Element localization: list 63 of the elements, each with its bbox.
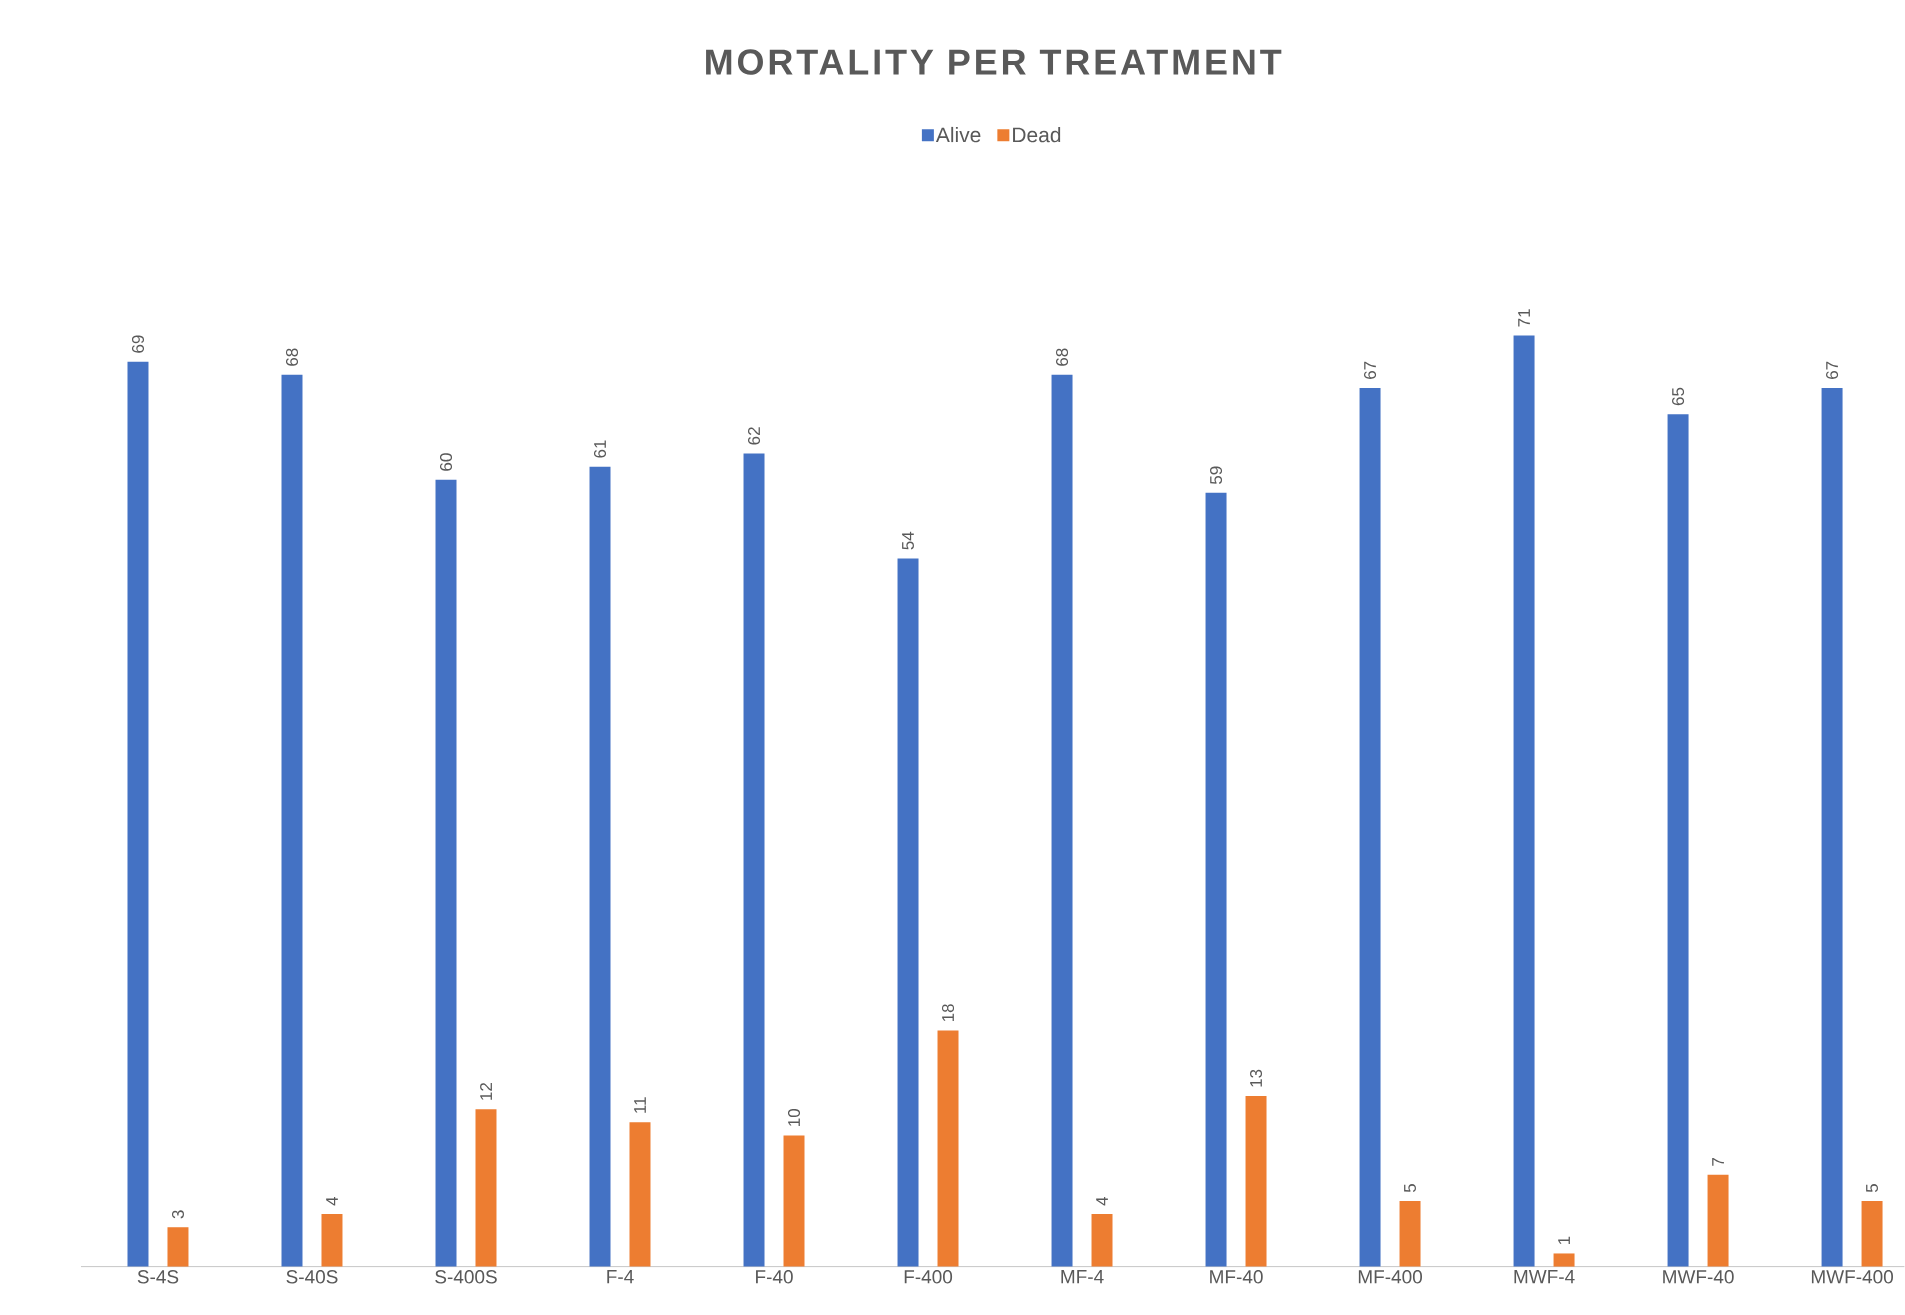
x-tick-label: MF-400 xyxy=(1358,1270,1423,1284)
bar xyxy=(1359,388,1381,1267)
bar xyxy=(1091,1214,1113,1267)
bar xyxy=(1861,1201,1883,1267)
bar xyxy=(743,453,765,1267)
x-tick-label: MWF-4 xyxy=(1514,1270,1575,1284)
data-label: 71 xyxy=(1518,309,1530,327)
data-label: 65 xyxy=(1672,388,1685,406)
bar xyxy=(1051,375,1073,1267)
data-label: 4 xyxy=(326,1197,338,1206)
data-label: 3 xyxy=(171,1210,184,1219)
bar xyxy=(1205,493,1227,1267)
x-tick-label: F-4 xyxy=(607,1270,634,1284)
data-label: 59 xyxy=(1210,466,1223,485)
bar xyxy=(629,1122,651,1267)
x-tick-label: S-40S xyxy=(286,1270,338,1284)
data-label: 13 xyxy=(1250,1069,1263,1087)
bar xyxy=(589,466,611,1267)
data-label: 54 xyxy=(902,532,914,550)
data-label: 67 xyxy=(1364,361,1377,380)
data-label: 10 xyxy=(787,1109,801,1127)
bar xyxy=(1821,388,1843,1267)
chart-title: MORTALITY PER TREATMENT xyxy=(706,49,1282,75)
x-tick-label: F-40 xyxy=(756,1270,793,1284)
bar xyxy=(127,361,149,1267)
data-label: 69 xyxy=(131,335,145,353)
bar xyxy=(897,558,919,1267)
bar xyxy=(1399,1201,1421,1267)
data-label: 7 xyxy=(1712,1158,1724,1166)
legend-label: Alive xyxy=(935,127,981,143)
data-label: 1 xyxy=(1558,1236,1570,1245)
x-tick-label: F-400 xyxy=(904,1270,953,1284)
bar xyxy=(783,1135,805,1267)
data-label: 5 xyxy=(1404,1184,1416,1193)
data-label: 68 xyxy=(1056,348,1069,367)
bar xyxy=(1553,1253,1575,1267)
x-tick-label: MF-40 xyxy=(1210,1270,1263,1284)
bar xyxy=(435,479,457,1267)
data-label: 68 xyxy=(285,348,299,367)
data-label: 5 xyxy=(1866,1184,1878,1193)
x-tick-label: S-4S xyxy=(137,1270,179,1284)
x-tick-label: MWF-400 xyxy=(1811,1270,1893,1284)
bar xyxy=(1245,1096,1267,1267)
data-label: 18 xyxy=(941,1004,955,1022)
bar xyxy=(937,1030,959,1267)
x-tick-label: S-400S xyxy=(435,1270,497,1284)
data-label: 60 xyxy=(439,453,453,471)
data-label: 61 xyxy=(593,440,607,458)
bar xyxy=(321,1214,343,1267)
data-label: 67 xyxy=(1826,361,1839,380)
bar xyxy=(475,1109,497,1267)
data-label: 4 xyxy=(1096,1197,1108,1206)
data-label: 12 xyxy=(480,1083,492,1100)
bar xyxy=(1667,414,1689,1267)
bar xyxy=(167,1227,189,1267)
data-label: 11 xyxy=(634,1097,646,1114)
bar xyxy=(1513,335,1535,1267)
data-label: 62 xyxy=(748,427,761,445)
x-tick-label: MF-4 xyxy=(1061,1270,1104,1284)
bar xyxy=(281,375,303,1267)
legend-label: Dead xyxy=(1013,127,1061,143)
x-tick-label: MWF-40 xyxy=(1663,1270,1734,1284)
bar xyxy=(1707,1175,1729,1267)
